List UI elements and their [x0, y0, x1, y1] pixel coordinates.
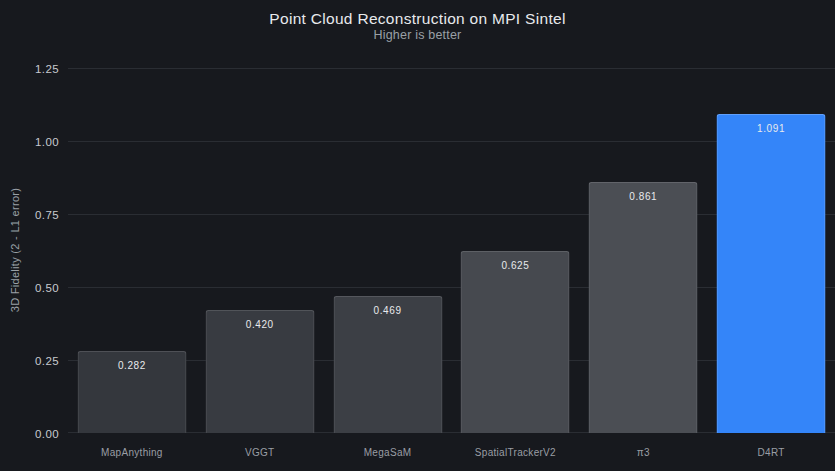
bar-value-label: 0.469 — [334, 305, 441, 316]
chart-subtitle: Higher is better — [0, 28, 835, 42]
bar-value-label: 0.282 — [78, 360, 185, 371]
y-tick-label: 1.00 — [19, 136, 59, 148]
chart-title: Point Cloud Reconstruction on MPI Sintel — [0, 10, 835, 28]
bar-d4rt: 1.091 — [717, 114, 826, 433]
x-category-label-vggt: VGGT — [190, 447, 330, 458]
bar-3: 0.861 — [589, 182, 698, 433]
x-category-label-megasam: MegaSaM — [318, 447, 458, 458]
bar-value-label: 0.861 — [590, 191, 697, 202]
x-category-label-d4rt: D4RT — [701, 447, 835, 458]
bar-value-label: 0.420 — [206, 319, 313, 330]
x-category-label-mapanything: MapAnything — [62, 447, 202, 458]
chart-point-cloud-reconstruction: Point Cloud Reconstruction on MPI Sintel… — [0, 0, 835, 471]
bar-vggt: 0.420 — [205, 310, 314, 433]
y-tick-label: 0.50 — [19, 282, 59, 294]
y-tick-label: 0.75 — [19, 209, 59, 221]
bar-mapanything: 0.282 — [77, 351, 186, 433]
gridline — [68, 68, 835, 69]
y-tick-label: 0.00 — [19, 428, 59, 440]
y-tick-label: 1.25 — [19, 63, 59, 75]
bar-megasam: 0.469 — [333, 296, 442, 433]
bar-spatialtrackerv2: 0.625 — [461, 251, 570, 434]
x-category-label-3: π3 — [573, 447, 713, 458]
bar-value-label: 1.091 — [718, 123, 825, 134]
x-category-label-spatialtrackerv2: SpatialTrackerV2 — [445, 447, 585, 458]
plot-area: 0.000.250.500.751.001.250.282MapAnything… — [68, 68, 835, 433]
y-tick-label: 0.25 — [19, 355, 59, 367]
bar-value-label: 0.625 — [462, 260, 569, 271]
